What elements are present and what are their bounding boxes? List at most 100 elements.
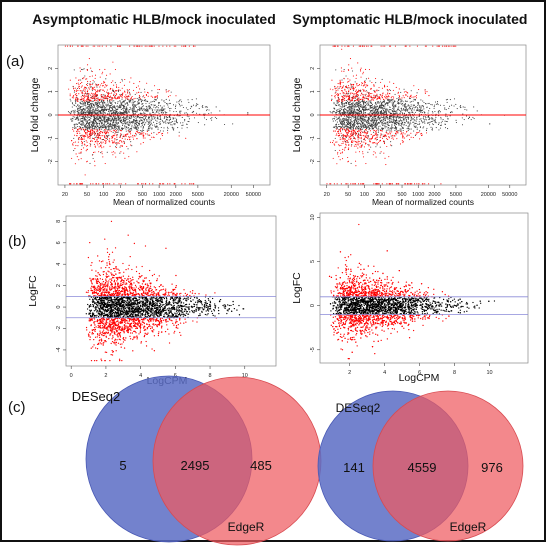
data-point [134,113,136,115]
data-point [224,123,226,126]
data-point [106,132,108,134]
y-tick-label: 2 [48,67,54,70]
data-point [403,104,405,106]
data-point [156,97,159,99]
data-point [396,132,398,134]
data-point [361,107,363,109]
data-point [149,106,151,108]
data-point [186,115,188,117]
data-point [168,108,171,110]
data-point [130,98,132,100]
data-point [364,90,366,92]
data-point [396,108,399,110]
data-point [170,121,172,123]
data-point [90,117,92,119]
data-point [86,91,88,93]
data-point [80,96,82,98]
data-point [156,96,158,98]
data-point [169,95,171,97]
data-point [146,133,148,135]
data-point [127,91,129,93]
data-point [78,137,80,139]
data-point [456,108,458,110]
data-point [346,125,348,128]
data-point [80,148,82,150]
data-point [420,111,422,113]
data-point [356,144,358,146]
data-point [147,134,149,136]
data-point [88,87,90,89]
data-point [420,120,422,122]
data-point [386,129,388,131]
data-point [347,127,349,129]
data-point [180,101,183,103]
data-point [89,97,91,99]
data-point [84,124,87,126]
data-point [75,99,78,101]
data-point [96,131,98,133]
data-point [106,120,108,122]
data-point [129,128,131,130]
data-point [119,129,121,131]
data-point [96,105,98,107]
data-point [150,123,152,125]
data-point [112,112,114,114]
data-point [341,118,343,121]
data-point [115,125,117,127]
data-point [88,128,90,130]
data-point [364,128,366,131]
data-point [376,122,378,124]
data-point [126,116,128,119]
data-point [131,129,133,131]
data-point [110,123,112,125]
data-point [384,85,386,87]
data-point [96,100,98,102]
data-point [140,117,142,119]
data-point [91,129,93,131]
data-point [100,96,102,98]
data-point [85,105,87,107]
data-point [170,91,172,93]
data-point [158,112,160,114]
data-point [75,95,77,97]
data-point [169,118,172,120]
data-point [374,123,376,126]
data-point [355,145,357,147]
data-point [101,73,103,75]
data-point [342,99,344,101]
data-point [358,119,360,121]
data-point [358,100,360,102]
data-point [84,97,86,99]
data-point [368,148,370,151]
data-point [124,78,126,81]
data-point [117,121,119,124]
data-point [131,121,133,123]
data-point [117,112,119,114]
data-point [366,124,368,126]
data-point [94,95,96,97]
data-point [93,119,95,121]
data-point [402,117,404,119]
data-point [393,108,395,110]
data-point [342,142,344,144]
data-point [160,183,162,185]
data-point [86,148,88,150]
data-point [377,101,379,103]
data-point [426,91,428,93]
data-point [118,45,120,47]
data-point [344,126,346,128]
data-point [400,128,402,130]
data-point [127,110,129,112]
data-point [107,135,109,137]
data-point [118,117,120,119]
data-point [81,109,83,111]
data-point [192,45,194,47]
data-point [180,122,182,124]
data-point [451,104,453,106]
data-point [420,134,423,137]
data-point [345,146,347,148]
data-point [369,107,371,110]
data-point [123,123,125,125]
data-point [138,97,140,99]
data-point [386,85,388,87]
